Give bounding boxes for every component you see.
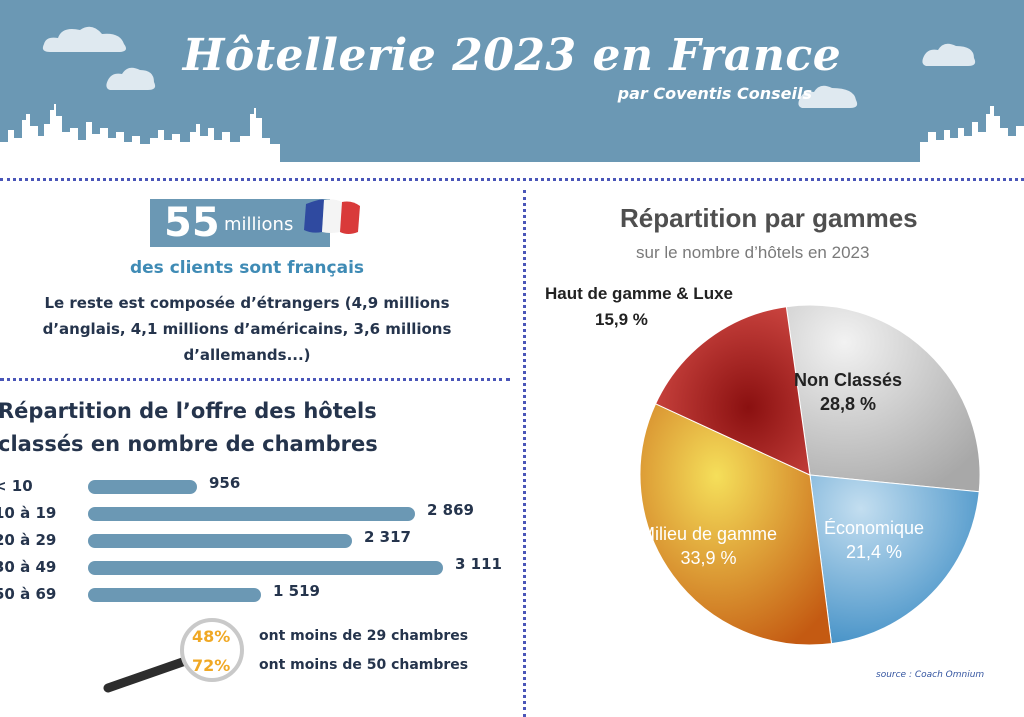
bar xyxy=(88,480,197,494)
pie-chart-title: Répartition par gammes xyxy=(620,203,918,233)
rooms-title-line1: Répartition de l’offre des hôtels xyxy=(0,399,377,423)
slice-name: Haut de gamme & Luxe xyxy=(545,284,733,303)
slice-label-milieu: Milieu de gamme 33,9 % xyxy=(640,522,777,570)
pie-slice xyxy=(785,304,981,493)
city-skyline-icon xyxy=(0,104,1024,162)
rooms-chart-title: Répartition de l’offre des hôtels classé… xyxy=(0,395,498,461)
dotted-divider xyxy=(0,178,1024,181)
bar-value-label: 1 519 xyxy=(273,582,320,600)
cloud-icon xyxy=(106,67,156,90)
bar-value-label: 956 xyxy=(209,474,241,492)
magnifier-icon xyxy=(103,618,244,693)
bar xyxy=(88,588,261,602)
clients-caption: des clients sont français xyxy=(129,258,365,278)
slice-value: 21,4 % xyxy=(846,542,903,562)
slice-name: Non Classés xyxy=(794,370,903,390)
cloud-icon xyxy=(798,85,858,108)
highlight-text: ont moins de 29 chambres xyxy=(259,628,469,644)
bar-category-label: 10 à 19 xyxy=(0,504,57,522)
gammes-pie-chart xyxy=(639,304,981,646)
bar-value-label: 3 111 xyxy=(455,555,502,573)
bar-category-label: 20 à 29 xyxy=(0,531,57,549)
clients-details: Le reste est composée d’étrangers (4,9 m… xyxy=(42,294,452,364)
slice-name: Économique xyxy=(824,518,925,538)
clients-unit: millions xyxy=(224,214,294,235)
bar-value-label: 2 317 xyxy=(364,528,411,546)
bar-category-label: 30 à 49 xyxy=(0,558,57,576)
pie-slice xyxy=(809,474,980,645)
pie-chart-subtitle: sur le nombre d’hôtels en 2023 xyxy=(636,243,870,262)
bar xyxy=(88,561,443,575)
slice-value: 15,9 % xyxy=(595,310,648,329)
slice-value: 28,8 % xyxy=(820,394,877,414)
slice-name: Milieu de gamme xyxy=(640,524,778,544)
pie-slice xyxy=(654,306,811,476)
slice-value: 33,9 % xyxy=(680,548,737,568)
header-banner: Hôtellerie 2023 en France par Coventis C… xyxy=(0,0,1024,162)
page-title: Hôtellerie 2023 en France xyxy=(182,30,842,81)
page-subtitle: par Coventis Conseils xyxy=(617,84,812,103)
clients-number: 55 xyxy=(164,200,220,246)
bar-value-label: 2 869 xyxy=(427,501,474,519)
dotted-divider-vertical xyxy=(523,190,526,717)
highlight-pct: 48% xyxy=(192,627,231,646)
slice-label-non-classes: Non Classés 28,8 % xyxy=(794,368,902,416)
bar xyxy=(88,534,352,548)
bar xyxy=(88,507,415,521)
clients-stat-box: 55 millions xyxy=(150,199,330,247)
french-flag-icon xyxy=(304,199,360,234)
slice-label-haut-de-gamme: Haut de gamme & Luxe 15,9 % xyxy=(545,281,733,333)
highlight-pct: 72% xyxy=(192,656,231,675)
bar-category-label: < 10 xyxy=(0,477,33,495)
pie-slice xyxy=(639,403,833,646)
highlight-text: ont moins de 50 chambres xyxy=(259,657,469,673)
dotted-divider xyxy=(0,378,510,381)
slice-label-economique: Économique 21,4 % xyxy=(824,516,924,564)
rooms-title-line2: classés en nombre de chambres xyxy=(0,432,378,456)
source-note: source : Coach Omnium xyxy=(876,670,985,680)
cloud-icon xyxy=(42,26,126,52)
cloud-icon xyxy=(922,43,976,66)
bar-category-label: 50 à 69 xyxy=(0,585,57,603)
